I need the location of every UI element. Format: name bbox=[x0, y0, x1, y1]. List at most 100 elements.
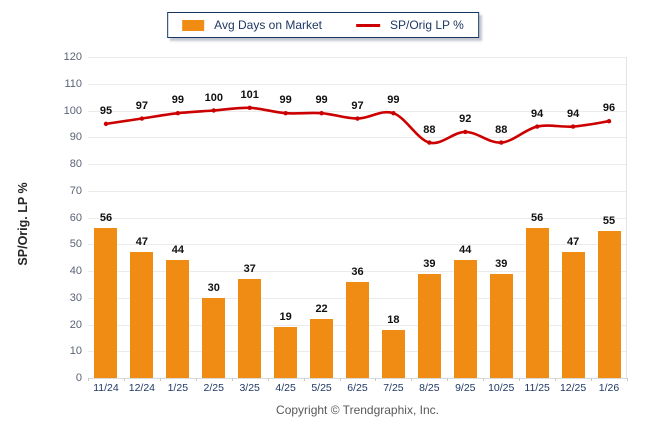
x-axis-tick bbox=[303, 378, 305, 381]
gridline bbox=[88, 190, 627, 192]
x-axis-tick bbox=[159, 378, 161, 381]
line-value-label: 97 bbox=[351, 99, 364, 112]
x-axis-tick bbox=[447, 378, 449, 381]
line-value-label: 94 bbox=[566, 107, 580, 120]
line-value-label: 101 bbox=[240, 88, 259, 101]
line-point-marker bbox=[139, 116, 145, 121]
line-value-label: 99 bbox=[171, 94, 184, 107]
bar-value-label: 22 bbox=[315, 303, 328, 316]
line-value-label: 99 bbox=[279, 94, 292, 107]
x-axis-tick bbox=[231, 378, 233, 381]
bar-legend-label: Avg Days on Market bbox=[214, 18, 323, 32]
y-axis-title: SP/Orig. LP % bbox=[16, 182, 30, 266]
x-axis-tick bbox=[411, 378, 413, 381]
x-tick-label: 5/25 bbox=[311, 382, 332, 394]
line-legend-swatch bbox=[356, 23, 381, 27]
gridline bbox=[88, 378, 627, 379]
y-tick-label: 50 bbox=[69, 238, 82, 251]
x-axis-tick bbox=[555, 378, 557, 381]
line-point-marker bbox=[247, 105, 252, 111]
line-value-label: 100 bbox=[204, 91, 223, 104]
copyright-text: Copyright © Trendgraphix, Inc. bbox=[276, 403, 439, 417]
line-value-label: 88 bbox=[495, 123, 508, 136]
line-value-label: 88 bbox=[423, 123, 436, 136]
bar bbox=[525, 228, 549, 378]
bar bbox=[346, 281, 369, 378]
bar bbox=[130, 252, 154, 378]
chart-legend: Avg Days on Market SP/Orig LP % bbox=[167, 12, 479, 38]
bar-value-label: 37 bbox=[243, 263, 256, 276]
line-point-marker bbox=[534, 124, 540, 129]
line-value-label: 94 bbox=[531, 107, 544, 120]
x-axis-tick bbox=[123, 378, 125, 381]
line-point-marker bbox=[606, 119, 612, 124]
y-tick-label: 30 bbox=[69, 291, 82, 304]
gridline bbox=[88, 244, 627, 246]
x-tick-label: 3/25 bbox=[239, 382, 260, 394]
line-value-label: 97 bbox=[135, 99, 149, 112]
x-tick-label: 1/26 bbox=[598, 382, 620, 394]
line-point-marker bbox=[175, 110, 181, 116]
bar bbox=[561, 252, 585, 378]
gridline bbox=[88, 83, 627, 85]
bar-value-label: 18 bbox=[387, 313, 400, 326]
bar bbox=[202, 297, 226, 378]
bar-value-label: 56 bbox=[531, 212, 544, 225]
bar-value-label: 36 bbox=[351, 265, 364, 278]
y-tick-label: 120 bbox=[63, 51, 82, 63]
y-tick-label: 100 bbox=[63, 104, 82, 117]
x-tick-label: 10/25 bbox=[488, 382, 515, 394]
x-axis-tick bbox=[627, 378, 628, 381]
gridline bbox=[88, 137, 627, 139]
line-value-label: 95 bbox=[99, 104, 113, 117]
line-point-marker bbox=[391, 110, 396, 116]
line-point-marker bbox=[499, 140, 504, 145]
line-value-label: 99 bbox=[387, 94, 400, 107]
x-tick-label: 8/25 bbox=[419, 382, 440, 394]
x-axis-tick bbox=[375, 378, 377, 381]
bar bbox=[417, 273, 441, 378]
line-value-label: 99 bbox=[315, 94, 328, 107]
bar bbox=[381, 329, 405, 378]
line-point-marker bbox=[319, 110, 324, 116]
bar-value-label: 39 bbox=[495, 257, 508, 270]
gridline bbox=[88, 271, 627, 272]
y-tick-label: 60 bbox=[69, 211, 82, 224]
bar bbox=[489, 273, 513, 378]
line-value-label: 92 bbox=[459, 112, 472, 125]
line-point-marker bbox=[463, 129, 468, 135]
y-tick-label: 110 bbox=[64, 77, 82, 90]
bar-value-label: 55 bbox=[602, 214, 616, 227]
line-value-label: 96 bbox=[602, 102, 616, 115]
bar-value-label: 19 bbox=[279, 311, 292, 324]
line-point-marker bbox=[283, 110, 288, 116]
gridline bbox=[88, 217, 627, 219]
x-axis-tick bbox=[591, 378, 593, 381]
x-axis-tick bbox=[339, 378, 341, 381]
y-tick-label: 80 bbox=[69, 158, 82, 170]
x-axis-tick bbox=[88, 378, 89, 381]
y-tick-label: 10 bbox=[69, 345, 82, 358]
bar-value-label: 44 bbox=[171, 244, 184, 257]
x-tick-label: 11/25 bbox=[524, 382, 550, 394]
gridline bbox=[88, 57, 627, 58]
bar-value-label: 39 bbox=[423, 257, 436, 270]
x-tick-label: 9/25 bbox=[455, 382, 476, 394]
y-tick-label: 20 bbox=[69, 318, 82, 331]
x-tick-label: 12/25 bbox=[559, 382, 587, 394]
x-tick-label: 4/25 bbox=[275, 382, 296, 394]
gridline bbox=[88, 110, 627, 112]
line-point-marker bbox=[355, 116, 360, 121]
bar-legend-swatch bbox=[182, 19, 205, 31]
bar bbox=[166, 260, 190, 378]
line-point-marker bbox=[570, 124, 576, 129]
gridline bbox=[88, 164, 627, 165]
line-point-marker bbox=[103, 121, 109, 127]
trend-line-layer bbox=[103, 105, 612, 145]
bar bbox=[597, 230, 621, 378]
line-point-marker bbox=[427, 140, 432, 145]
bar bbox=[94, 228, 118, 378]
bar-value-label: 47 bbox=[135, 236, 149, 249]
x-axis-tick bbox=[519, 378, 521, 381]
